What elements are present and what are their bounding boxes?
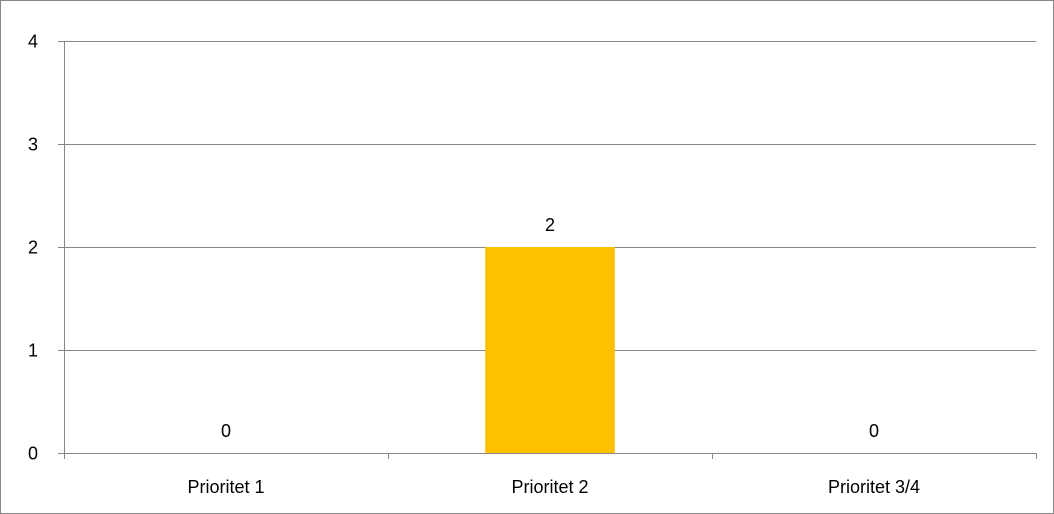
y-tick-label: 2 bbox=[28, 238, 38, 258]
x-tick-label: Prioritet 3/4 bbox=[828, 477, 920, 497]
y-tick-label: 0 bbox=[28, 444, 38, 464]
axes bbox=[64, 41, 1036, 454]
y-tick-label: 3 bbox=[28, 135, 38, 155]
x-tick-label: Prioritet 1 bbox=[187, 477, 264, 497]
data-labels: 0 2 0 bbox=[221, 215, 879, 441]
bars bbox=[485, 247, 615, 453]
x-axis-ticks bbox=[64, 453, 1037, 459]
y-axis-ticks: 0 1 2 3 4 bbox=[28, 32, 64, 464]
y-tick-label: 4 bbox=[28, 32, 38, 52]
x-tick-label: Prioritet 2 bbox=[511, 477, 588, 497]
data-label: 2 bbox=[545, 215, 555, 235]
x-axis-labels: Prioritet 1 Prioritet 2 Prioritet 3/4 bbox=[187, 477, 920, 497]
bar bbox=[485, 247, 615, 453]
data-label: 0 bbox=[869, 421, 879, 441]
y-tick-label: 1 bbox=[28, 341, 38, 361]
data-label: 0 bbox=[221, 421, 231, 441]
